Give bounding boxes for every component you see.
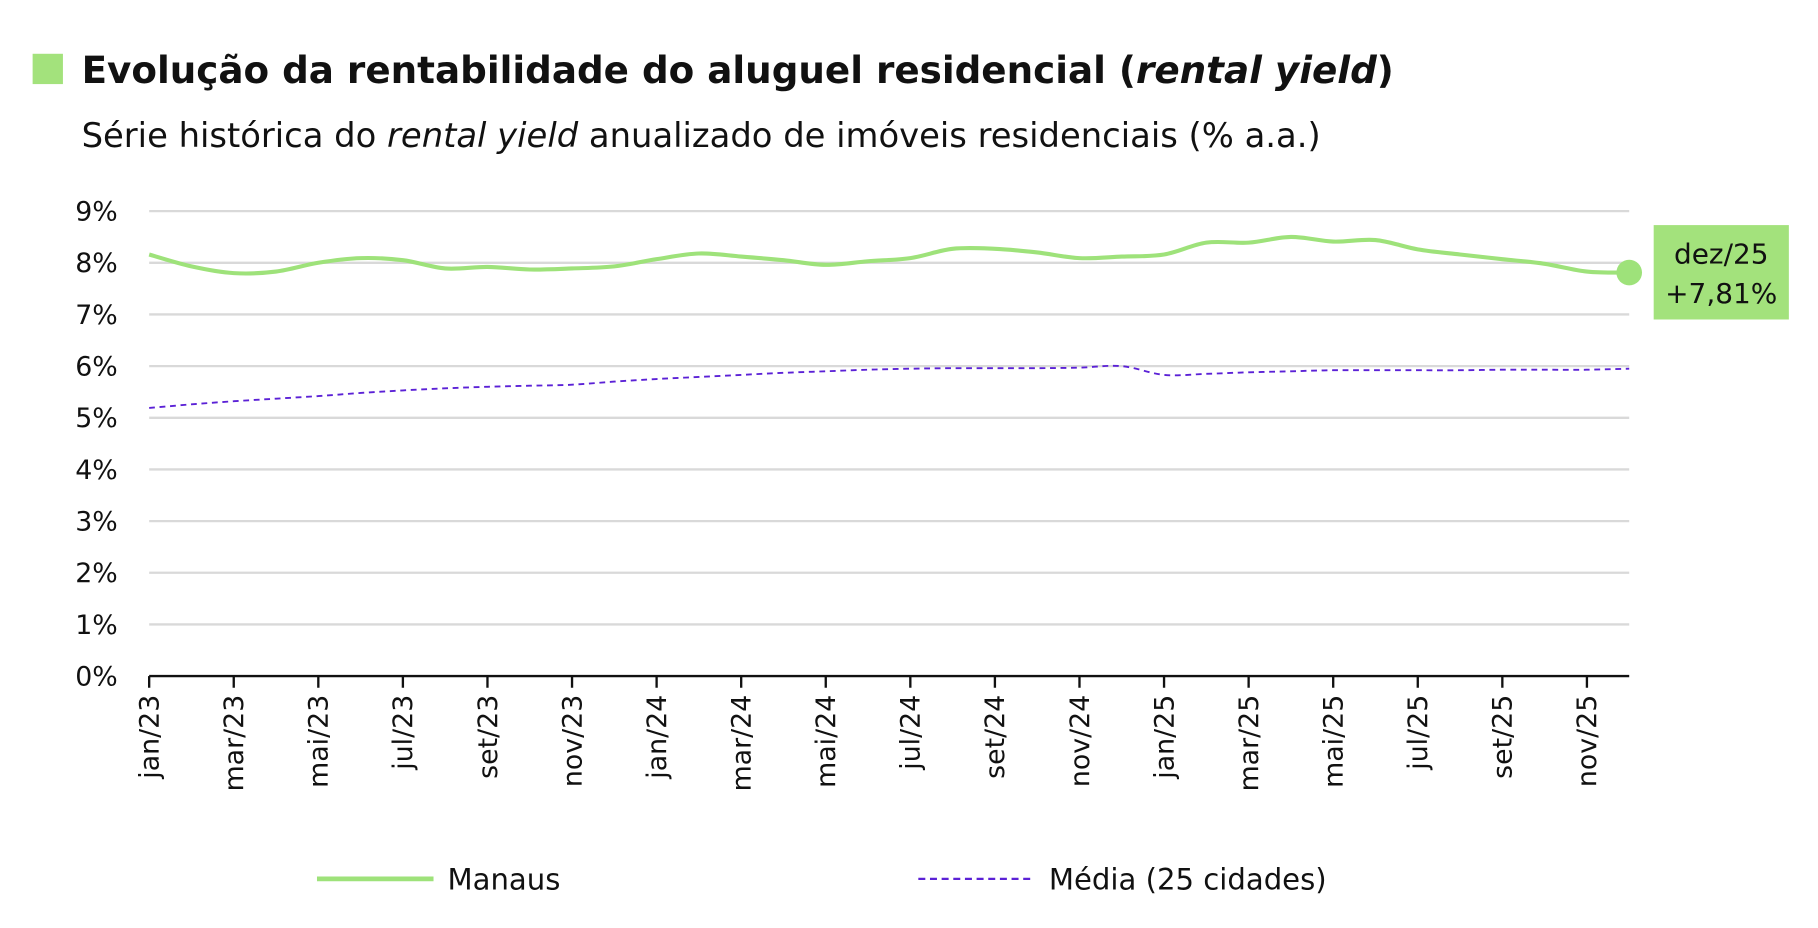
gridlines — [149, 209, 1630, 626]
end-annotation: dez/25 +7,81% — [1653, 225, 1789, 320]
chart-title: Evolução da rentabilidade do aluguel res… — [82, 48, 1394, 92]
y-tick-label: 5% — [75, 403, 118, 434]
x-tick-label: mai/24 — [811, 695, 842, 788]
x-tick-label: jul/23 — [388, 695, 419, 771]
chart-subtitle: Série histórica do rental yield anualiza… — [82, 116, 1321, 155]
series-line-media — [149, 364, 1630, 409]
x-axis: jan/23 mar/23 mai/23 jul/23 set/23 nov/23 jan/… — [134, 674, 1630, 792]
x-tick-label: mai/23 — [304, 695, 335, 788]
x-tick-label: set/25 — [1488, 695, 1519, 779]
x-tick-label: set/23 — [473, 695, 504, 779]
legend: Manaus Média (25 cidades) — [316, 862, 1327, 896]
annotation-value: +7,81% — [1665, 277, 1777, 310]
x-tick-label: mai/25 — [1319, 695, 1350, 788]
legend-label-media: Média (25 cidades) — [1049, 862, 1327, 896]
x-tick-label: mar/23 — [219, 695, 250, 792]
x-tick-label: jul/24 — [896, 695, 927, 771]
x-tick-label: nov/23 — [557, 695, 588, 787]
series-lines — [148, 234, 1643, 409]
x-tick-label: jul/25 — [1403, 695, 1434, 771]
y-tick-label: 8% — [75, 248, 118, 279]
x-tick-label: nov/25 — [1572, 695, 1603, 787]
y-tick-label: 1% — [75, 610, 118, 641]
annotation-date: dez/25 — [1674, 238, 1769, 271]
y-axis: 0% 1% 2% 3% 4% 5% 6% 7% 8% 9% — [75, 196, 118, 692]
y-tick-label: 3% — [75, 506, 118, 537]
title-marker — [32, 53, 63, 85]
y-tick-label: 6% — [75, 351, 118, 382]
y-tick-label: 2% — [75, 558, 118, 589]
x-tick-label: jan/23 — [134, 695, 165, 780]
y-tick-label: 4% — [75, 455, 118, 486]
x-tick-label: jan/25 — [1149, 695, 1180, 780]
series-line-manaus — [148, 234, 1630, 276]
y-tick-label: 7% — [75, 300, 118, 331]
annotation-box — [1653, 225, 1789, 320]
x-tick-label: mar/25 — [1234, 695, 1265, 792]
end-point-marker — [1616, 259, 1643, 286]
x-tick-label: jan/24 — [642, 695, 673, 780]
x-tick-label: set/24 — [980, 695, 1011, 779]
legend-label-manaus: Manaus — [448, 862, 561, 896]
y-tick-label: 0% — [75, 661, 118, 692]
x-tick-label: mar/24 — [727, 695, 758, 792]
x-tick-label: nov/24 — [1065, 695, 1096, 787]
y-tick-label: 9% — [75, 196, 118, 227]
